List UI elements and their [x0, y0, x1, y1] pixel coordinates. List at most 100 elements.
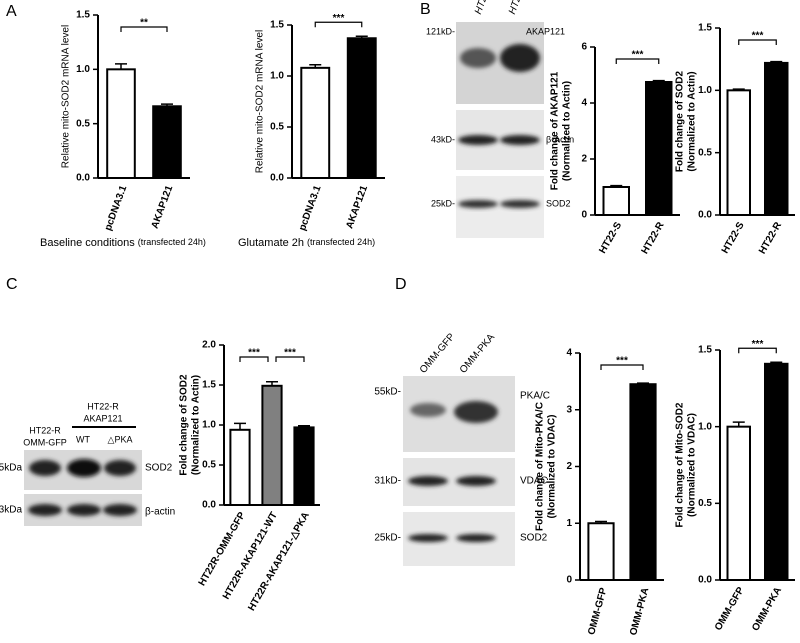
y-tick-label: 0.0: [698, 210, 712, 221]
group-label: AKAP121: [83, 413, 122, 423]
bar: [229, 428, 251, 506]
error-bar: [298, 425, 310, 428]
significance-bracket: [600, 364, 644, 370]
blot-c: HT22-R OMM-GFP HT22-R AKAP121 WT △PKA 25…: [0, 401, 175, 526]
size-label: 121kD-: [426, 26, 455, 36]
y-tick-label: 4: [581, 98, 587, 109]
error-bar: [652, 79, 665, 82]
bar: [106, 68, 136, 179]
error-bar: [610, 184, 623, 187]
protein-label: β-actin: [145, 507, 175, 518]
x-tick-label: AKAP121: [150, 184, 176, 230]
significance-bracket: [738, 347, 777, 354]
significance-bracket: [239, 356, 269, 362]
y-tick-label: 0: [566, 575, 572, 586]
y-tick-label: 0.5: [76, 118, 90, 129]
group-label: HT22-R: [87, 401, 119, 411]
significance-label: ***: [284, 348, 296, 359]
protein-label: SOD2: [520, 533, 548, 544]
error-bar: [266, 381, 278, 386]
lane-label: △PKA: [108, 434, 133, 444]
y-axis-label: (Normalized to Actin): [191, 375, 202, 475]
band: [28, 504, 62, 516]
significance-label: ***: [248, 348, 260, 359]
bar: [152, 105, 182, 179]
caption-part: (transfected 24h): [138, 237, 206, 247]
panel-label: D: [395, 276, 407, 293]
caption-part: (transfected 24h): [307, 237, 375, 247]
y-tick-label: 1.5: [698, 345, 712, 356]
significance-label: ***: [616, 356, 628, 367]
y-axis-label: (Normalized to Actin): [687, 71, 698, 171]
bar: [726, 89, 751, 216]
band: [104, 460, 136, 476]
lane-label: HT22-R: [29, 425, 61, 435]
caption-part: Glutamate 2h: [238, 237, 304, 249]
caption: Glutamate 2h (transfected 24h): [238, 237, 375, 249]
y-axis-label: Fold change of AKAP121: [550, 71, 561, 190]
y-tick-label: 1.5: [698, 23, 712, 34]
y-axis-label: Fold change of Mito-PKA/C: [535, 402, 546, 531]
significance-bracket: [275, 356, 305, 362]
y-tick-label: 1.5: [270, 20, 284, 31]
y-axis-label: (Normalized to VDAC): [547, 415, 558, 519]
y-tick-label: 0.0: [76, 173, 90, 184]
bar: [764, 61, 789, 217]
x-tick-label: pcDNA3.1: [103, 184, 130, 233]
size-label: 31kD-: [374, 476, 401, 487]
y-axis-label: Relative mito-SOD2 mRNA level: [61, 25, 72, 168]
blot-d: OMM-GFP OMM-PKA 55kD- PKA/C 31kD- VDAC 2…: [374, 331, 550, 566]
y-axis-label: (Normalized to Actin): [562, 81, 573, 181]
x-tick-label: HT22-R: [640, 220, 667, 256]
y-axis-label: (Normalized to VDAC): [687, 413, 698, 517]
protein-label: SOD2: [546, 198, 571, 208]
size-label: 25kD-: [431, 198, 455, 208]
y-tick-label: 0: [581, 210, 587, 221]
bar: [629, 383, 657, 581]
y-tick-label: 0.0: [202, 500, 216, 511]
band: [454, 401, 498, 423]
bar: [587, 522, 615, 581]
panel-label: C: [6, 276, 18, 293]
x-tick-label: OMM-GFP: [586, 586, 609, 636]
bar: [261, 384, 283, 506]
lane-label: WT: [76, 434, 90, 444]
protein-label: β-Actin: [546, 134, 574, 144]
size-label: 43kD-: [431, 134, 455, 144]
y-tick-label: 2: [581, 154, 587, 165]
blot-b: HT22-S HT22-R 121kD- AKAP121 43kD- β-Act…: [426, 0, 574, 238]
bar: [293, 426, 315, 506]
y-tick-label: 3: [566, 404, 572, 415]
band: [458, 135, 498, 145]
protein-label: AKAP121: [526, 26, 565, 36]
significance-label: ***: [752, 31, 764, 42]
y-tick-label: 1.0: [202, 420, 216, 431]
band: [456, 534, 496, 542]
y-tick-label: 1.0: [698, 421, 712, 432]
protein-label: VDAC: [520, 476, 548, 487]
bar: [726, 425, 751, 581]
significance-label: ***: [752, 339, 764, 350]
y-tick-label: 6: [581, 42, 587, 53]
size-label: 25kDa: [0, 463, 22, 474]
x-tick-label: OMM-GFP: [713, 585, 747, 633]
error-bar: [770, 60, 783, 63]
y-axis-label: Fold change of SOD2: [179, 374, 190, 476]
lane-label: OMM-GFP: [418, 331, 458, 375]
y-tick-label: 0.5: [698, 498, 712, 509]
bar: [346, 37, 377, 180]
error-bar: [115, 63, 127, 70]
y-tick-label: 2.0: [202, 340, 216, 351]
x-tick-label: OMM-PKA: [750, 585, 784, 633]
band: [408, 476, 448, 486]
band: [500, 44, 540, 72]
lane-label: OMM-PKA: [458, 332, 497, 376]
x-tick-label: pcDNA3.1: [297, 184, 324, 233]
error-bar: [309, 64, 322, 68]
y-tick-label: 0.5: [698, 147, 712, 158]
bar: [300, 66, 331, 179]
significance-bracket: [314, 21, 363, 28]
y-tick-label: 0.0: [270, 173, 284, 184]
x-tick-label: AKAP121: [344, 184, 370, 230]
